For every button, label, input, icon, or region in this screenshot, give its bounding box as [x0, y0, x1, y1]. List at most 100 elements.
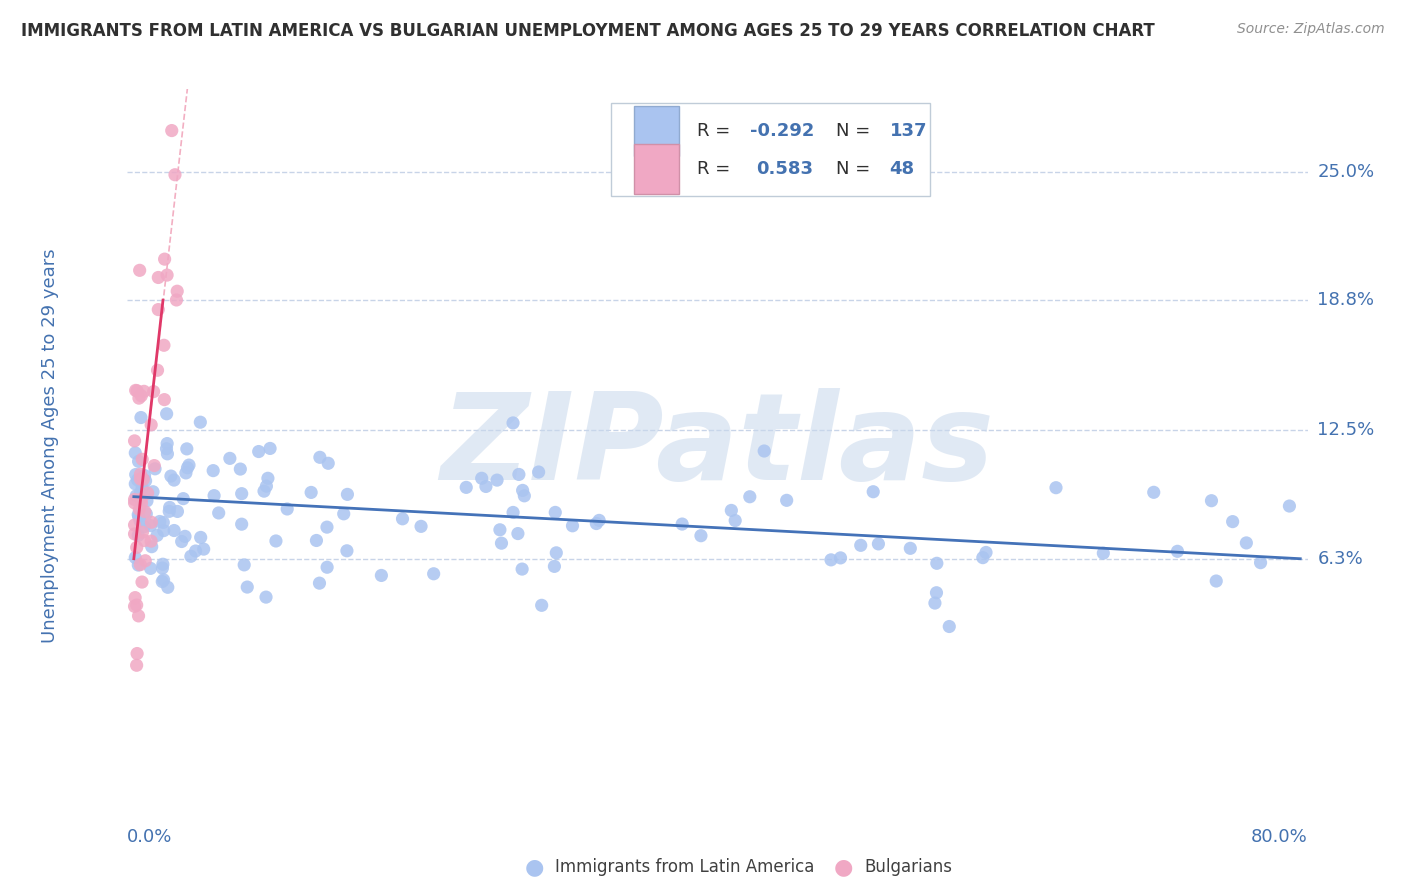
Point	[236, 580, 259, 594]
Point	[276, 502, 298, 516]
Point	[193, 542, 215, 557]
Point	[544, 505, 567, 519]
Point	[149, 515, 172, 529]
Point	[868, 537, 890, 551]
Point	[128, 608, 150, 623]
Point	[125, 489, 148, 503]
Point	[820, 553, 842, 567]
Point	[153, 252, 176, 267]
Point	[316, 520, 339, 534]
Point	[131, 525, 153, 540]
Text: 0.583: 0.583	[756, 160, 813, 178]
Point	[159, 500, 181, 515]
Point	[724, 514, 747, 528]
Point	[127, 647, 149, 661]
Point	[1092, 546, 1115, 560]
Point	[546, 546, 568, 560]
Point	[176, 442, 198, 456]
Point	[148, 302, 170, 317]
Point	[177, 458, 200, 472]
Point	[124, 550, 146, 565]
Point	[131, 496, 153, 510]
Text: ZIPatlas: ZIPatlas	[440, 387, 994, 505]
Point	[299, 485, 322, 500]
Point	[156, 268, 179, 282]
Point	[142, 484, 165, 499]
Point	[208, 506, 231, 520]
Point	[257, 471, 280, 485]
Text: Immigrants from Latin America: Immigrants from Latin America	[555, 858, 814, 876]
Point	[938, 619, 960, 633]
Text: Unemployment Among Ages 25 to 29 years: Unemployment Among Ages 25 to 29 years	[41, 249, 59, 643]
Text: N =: N =	[837, 160, 876, 178]
Point	[141, 417, 163, 432]
Point	[1045, 481, 1067, 495]
Point	[124, 446, 146, 460]
Point	[124, 591, 146, 605]
Point	[127, 558, 149, 572]
Point	[124, 476, 146, 491]
Point	[188, 415, 211, 429]
FancyBboxPatch shape	[634, 106, 679, 156]
Text: Source: ZipAtlas.com: Source: ZipAtlas.com	[1237, 22, 1385, 37]
Point	[247, 444, 270, 458]
Point	[152, 558, 174, 572]
Point	[332, 507, 354, 521]
Point	[229, 462, 252, 476]
Text: 6.3%: 6.3%	[1317, 549, 1362, 567]
Point	[530, 599, 553, 613]
Point	[1278, 499, 1301, 513]
Point	[543, 559, 565, 574]
Point	[738, 490, 761, 504]
Point	[671, 517, 693, 532]
Point	[156, 407, 179, 421]
Point	[475, 479, 498, 493]
Point	[471, 471, 494, 485]
Text: 80.0%: 80.0%	[1251, 828, 1308, 846]
Point	[972, 550, 994, 565]
Point	[125, 598, 148, 612]
Point	[128, 509, 150, 524]
Point	[506, 526, 529, 541]
Point	[132, 384, 155, 399]
Point	[131, 481, 153, 495]
Point	[898, 541, 921, 556]
Point	[1201, 493, 1223, 508]
Text: R =: R =	[697, 160, 742, 178]
Point	[489, 523, 512, 537]
Point	[1222, 515, 1244, 529]
Point	[128, 391, 150, 405]
Point	[202, 489, 225, 503]
Point	[134, 505, 156, 519]
Point	[127, 528, 149, 542]
Point	[174, 529, 197, 543]
Point	[585, 516, 607, 531]
Point	[139, 534, 162, 549]
Point	[152, 516, 174, 530]
Point	[146, 528, 169, 542]
Point	[142, 384, 165, 399]
Point	[513, 489, 536, 503]
Point	[166, 293, 188, 307]
Point	[128, 502, 150, 516]
Point	[502, 416, 524, 430]
Point	[134, 468, 156, 483]
Point	[156, 447, 179, 461]
Point	[316, 560, 339, 574]
Point	[233, 558, 256, 572]
Point	[830, 550, 852, 565]
Point	[152, 573, 174, 587]
Point	[308, 576, 330, 591]
Point	[129, 389, 152, 403]
Point	[512, 483, 534, 498]
Text: 48: 48	[890, 160, 915, 178]
Point	[924, 596, 946, 610]
Point	[152, 561, 174, 575]
Point	[253, 484, 276, 499]
Point	[264, 533, 287, 548]
Point	[336, 487, 359, 501]
Text: Bulgarians: Bulgarians	[865, 858, 953, 876]
Point	[129, 514, 152, 528]
Point	[862, 484, 884, 499]
Point	[160, 469, 183, 483]
